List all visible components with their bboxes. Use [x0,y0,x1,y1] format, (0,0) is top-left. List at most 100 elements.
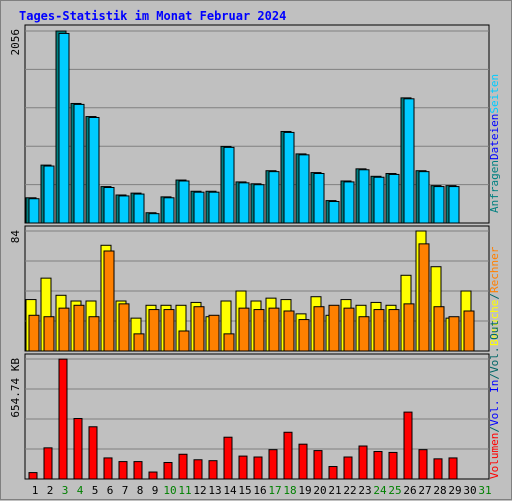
bar-volumen-day-9 [148,471,158,480]
x-tick-label: 15 [238,484,251,497]
x-tick-label: 8 [137,484,144,497]
bar-volumen-day-3 [58,358,68,480]
bar-dateien-day-23 [358,169,370,224]
bar-dateien-day-12 [193,191,205,224]
bar-rechner-day-2 [43,316,55,352]
bar-volumen-day-14 [223,436,233,480]
bar-volumen-day-16 [253,456,263,480]
x-tick-label: 28 [433,484,446,497]
panel-top-max-label: 2056 [9,29,22,56]
bar-rechner-day-27 [418,243,430,352]
bar-volumen-day-5 [88,426,98,480]
bar-rechner-day-4 [73,304,85,352]
legend-entry: Anfragen [488,160,501,213]
bar-rechner-day-19 [298,319,310,352]
bar-rechner-day-29 [448,316,460,352]
bar-rechner-day-30 [463,310,475,352]
legend-entry: Dateien [488,114,501,160]
bar-rechner-day-22 [343,307,355,352]
x-tick-label: 3 [62,484,69,497]
x-tick-label: 6 [107,484,114,497]
chart-title: Tages-Statistik im Monat Februar 2024 [19,9,286,23]
bar-rechner-day-5 [88,316,100,352]
bar-rechner-day-15 [238,307,250,352]
bar-volumen-day-23 [358,445,368,480]
bar-volumen-day-15 [238,455,248,480]
x-tick-label: 4 [77,484,84,497]
panel-top: 2056 AnfragenDateienSeiten [9,24,501,224]
bar-rechner-day-8 [133,333,145,352]
bar-dateien-day-7 [118,195,130,224]
x-tick-label: 30 [463,484,476,497]
panel-bottom-legend: Volumen/Vol. In/Vol. Out [488,320,501,479]
bar-dateien-day-20 [313,173,325,224]
x-tick-label: 27 [418,484,431,497]
x-tick-label: 10 [163,484,176,497]
bar-volumen-day-26 [403,411,413,480]
x-tick-label: 2 [47,484,54,497]
bar-volumen-day-24 [373,451,383,480]
x-tick-label: 20 [313,484,326,497]
bar-dateien-day-5 [88,116,100,224]
panel-bottom-max-label: 654.74 KB [9,358,22,418]
x-tick-label: 1 [32,484,39,497]
legend-entry: Seiten [488,74,501,114]
bar-volumen-day-19 [298,443,308,480]
bar-rechner-day-13 [208,314,220,352]
legend-entry: Rechner [488,246,501,293]
bar-volumen-day-17 [268,449,278,480]
bar-volumen-day-6 [103,457,113,480]
bar-dateien-day-25 [388,173,400,224]
bar-dateien-day-27 [418,171,430,224]
bar-volumen-day-4 [73,418,83,480]
legend-entry: Volumen [488,433,501,479]
x-tick-label: 31 [478,484,491,497]
bar-rechner-day-14 [223,333,235,352]
bar-dateien-day-19 [298,154,310,224]
x-tick-label: 24 [373,484,387,497]
bar-rechner-day-9 [148,309,160,352]
bar-volumen-day-7 [118,461,128,480]
bar-dateien-day-24 [373,176,385,224]
x-tick-label: 29 [448,484,461,497]
bar-volumen-day-20 [313,450,323,480]
bar-volumen-day-22 [343,456,353,480]
x-tick-label: 25 [388,484,401,497]
legend-entry: / [488,293,501,300]
bar-volumen-day-13 [208,460,218,480]
x-tick-label: 16 [253,484,266,497]
bar-volumen-day-11 [178,453,188,480]
bar-volumen-day-29 [448,457,458,480]
bar-dateien-day-1 [28,198,40,224]
legend-entry: Vol. Out [488,320,501,373]
x-tick-label: 18 [283,484,296,497]
bar-dateien-day-4 [73,103,85,224]
bar-dateien-day-3 [58,32,70,224]
bar-rechner-day-28 [433,306,445,352]
x-axis-labels: 1 2 3 4 5 6 7 8 9 10 11 12 13 14 15 16 17 18 19 20 21 22 23 24 2… [32,484,492,497]
bar-rechner-day-6 [103,250,115,352]
bar-rechner-day-16 [253,309,265,352]
bar-volumen-day-10 [163,462,173,480]
x-tick-label: 26 [403,484,416,497]
bar-rechner-day-3 [58,307,70,352]
panel-top-legend: AnfragenDateienSeiten [488,74,501,213]
bar-dateien-day-8 [133,193,145,224]
bar-volumen-day-2 [43,447,53,480]
bar-dateien-day-17 [268,171,280,224]
legend-entry: Vol. In [488,380,501,426]
bar-rechner-day-20 [313,306,325,352]
x-tick-label: 11 [178,484,191,497]
panel-middle-legend: Besuche/Rechner [488,246,501,346]
bar-volumen-day-8 [133,461,143,480]
bar-rechner-day-1 [28,314,40,352]
bar-rechner-day-23 [358,316,370,352]
x-tick-label: 14 [223,484,237,497]
bar-dateien-day-29 [448,186,460,224]
bar-volumen-day-12 [193,459,203,480]
bar-dateien-day-14 [223,146,235,224]
bar-rechner-day-24 [373,309,385,352]
legend-entry: / [488,373,501,380]
